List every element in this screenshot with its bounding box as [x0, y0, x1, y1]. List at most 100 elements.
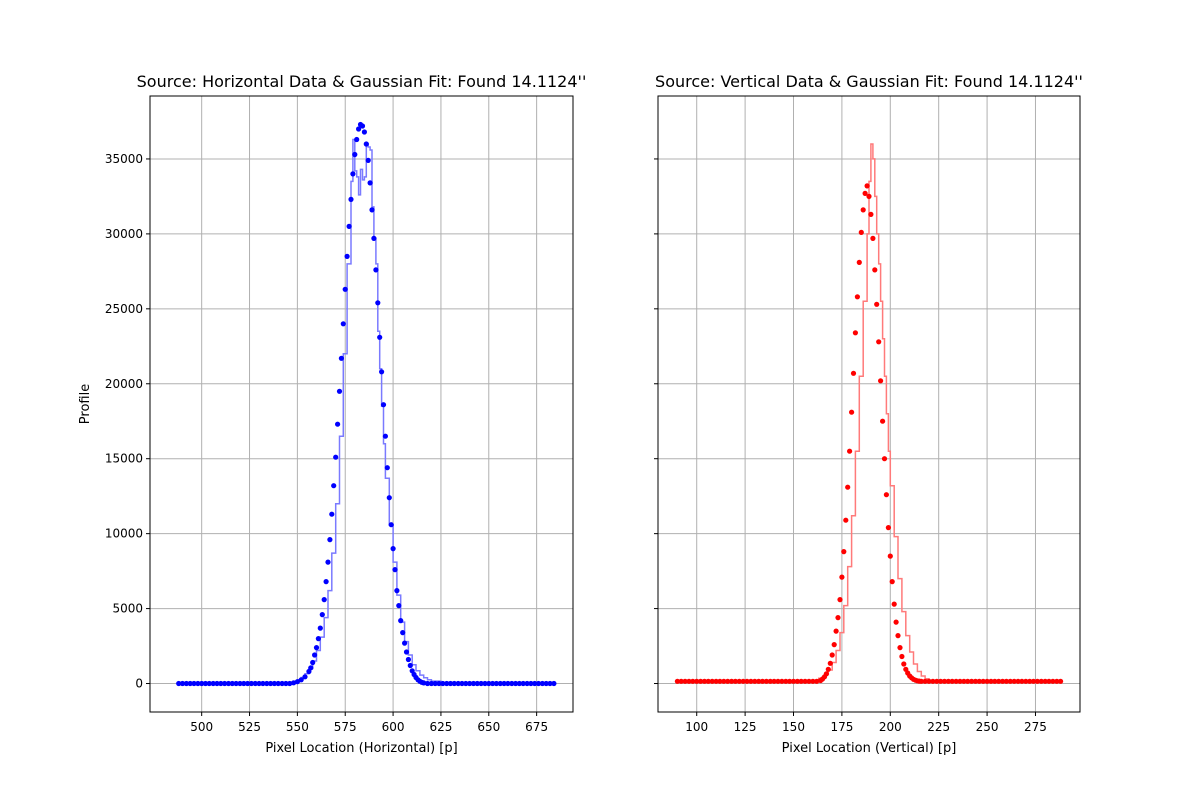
- data-point: [961, 678, 967, 684]
- data-point: [440, 680, 446, 687]
- x-tick-label: 125: [734, 720, 757, 734]
- data-point: [790, 678, 797, 684]
- data-point: [183, 680, 189, 687]
- data-point: [403, 649, 410, 655]
- data-point: [486, 680, 492, 687]
- data-point: [868, 211, 874, 217]
- data-point: [543, 680, 549, 687]
- x-tick-label: 150: [782, 720, 805, 734]
- x-tick-label: 625: [429, 720, 452, 734]
- data-point: [953, 678, 959, 684]
- data-point: [451, 680, 457, 687]
- data-point: [856, 259, 862, 265]
- data-point: [854, 294, 861, 300]
- data-point: [1030, 678, 1037, 684]
- data-point: [1046, 678, 1052, 684]
- data-point: [199, 680, 205, 687]
- data-point: [551, 680, 557, 687]
- data-point: [825, 666, 831, 672]
- data-point: [850, 370, 857, 376]
- data-point: [721, 678, 727, 684]
- data-point: [176, 680, 182, 687]
- data-point: [889, 579, 895, 585]
- data-point: [876, 339, 882, 345]
- data-point: [424, 680, 431, 687]
- data-point: [490, 680, 496, 687]
- data-point: [363, 141, 369, 147]
- data-point: [394, 588, 400, 594]
- data-point: [957, 678, 963, 684]
- data-point: [237, 680, 243, 687]
- data-point: [682, 678, 688, 684]
- x-tick-label: 600: [382, 720, 405, 734]
- data-point: [222, 680, 228, 687]
- data-point: [478, 680, 484, 687]
- data-point: [1000, 678, 1006, 684]
- data-point: [346, 223, 352, 229]
- data-point: [455, 680, 461, 687]
- data-point: [829, 652, 835, 658]
- data-point: [864, 183, 870, 189]
- data-point: [976, 678, 982, 684]
- plot-frame: [149, 95, 574, 713]
- data-point: [945, 678, 952, 684]
- data-point: [225, 680, 232, 687]
- data-point: [783, 678, 789, 684]
- data-point: [918, 678, 924, 684]
- data-point: [794, 678, 801, 684]
- x-tick-label: 225: [927, 720, 950, 734]
- data-point: [878, 378, 884, 384]
- data-point: [1054, 678, 1060, 684]
- data-point: [459, 680, 465, 687]
- data-point: [361, 129, 367, 135]
- data-point: [467, 680, 473, 687]
- data-point: [407, 662, 413, 669]
- y-tick-label: 15000: [105, 452, 143, 466]
- data-point: [367, 180, 373, 186]
- x-tick-label: 675: [525, 720, 548, 734]
- y-tick-label: 20000: [105, 377, 143, 391]
- data-point: [740, 678, 746, 684]
- fit-step-line: [178, 138, 555, 685]
- data-point: [302, 674, 308, 680]
- data-point: [470, 680, 477, 687]
- data-point: [356, 126, 362, 132]
- data-point: [725, 678, 731, 684]
- data-point: [392, 567, 398, 573]
- data-point: [402, 640, 408, 646]
- data-point: [375, 300, 381, 306]
- data-point: [444, 680, 450, 687]
- y-tick-label: 5000: [112, 602, 143, 616]
- data-point: [1058, 678, 1064, 684]
- y-axis-label: Profile: [78, 384, 93, 424]
- data-point: [686, 678, 692, 684]
- data-point: [218, 680, 224, 687]
- data-point: [352, 151, 358, 158]
- data-point: [897, 645, 903, 651]
- data-point: [969, 678, 975, 684]
- data-point: [271, 680, 277, 687]
- data-point: [847, 448, 853, 454]
- data-point: [528, 680, 534, 687]
- data-point: [895, 633, 901, 639]
- y-tick-label: 30000: [105, 227, 143, 241]
- x-tick-label: 275: [1024, 720, 1047, 734]
- data-point: [870, 235, 876, 241]
- data-point: [980, 678, 986, 684]
- data-point: [335, 421, 341, 427]
- data-point: [333, 454, 339, 460]
- data-point: [694, 678, 700, 684]
- data-point: [771, 678, 777, 684]
- data-point: [823, 671, 830, 677]
- data-point: [736, 678, 742, 684]
- data-point: [814, 678, 820, 684]
- data-point: [396, 603, 402, 609]
- data-point: [841, 549, 847, 555]
- data-point: [779, 678, 785, 684]
- data-point: [1023, 678, 1029, 684]
- data-point: [881, 456, 888, 462]
- data-point: [547, 680, 553, 687]
- data-point: [798, 678, 804, 684]
- data-point: [698, 678, 704, 684]
